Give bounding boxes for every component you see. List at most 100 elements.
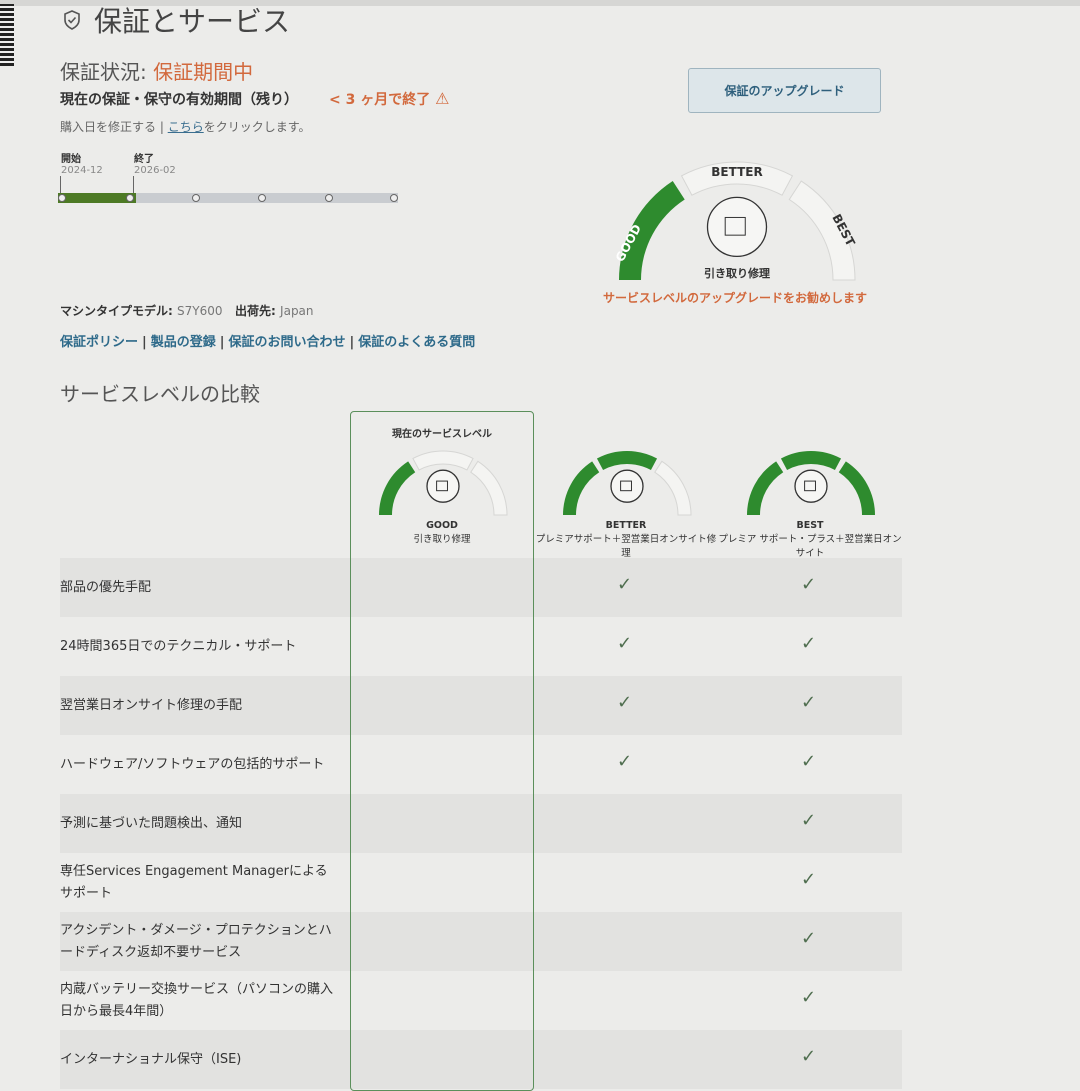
- status-label: 保証状況:: [60, 60, 154, 84]
- check-icon: ✓: [801, 987, 817, 1008]
- start-date: 2024-12: [61, 165, 103, 176]
- table-row: インターナショナル保守（ISE) ✓: [60, 1030, 902, 1089]
- gauge-segment-better: [780, 451, 842, 470]
- column-name: プレミア サポート・プラス＋翌営業日オンサイト: [718, 534, 902, 559]
- end-date: 2026-02: [134, 165, 176, 176]
- qr-code: [0, 4, 14, 66]
- box-icon: [436, 480, 448, 492]
- gauge-segment-good: [379, 461, 416, 515]
- end-label: 終了: [134, 154, 154, 165]
- link-warranty-faq[interactable]: 保証のよくある質問: [358, 335, 476, 350]
- timeline-dot: [390, 194, 398, 202]
- column-name: 引き取り修理: [413, 534, 471, 545]
- feature-label: インターナショナル保守（ISE): [60, 1051, 242, 1067]
- remaining-badge: < 3 ヶ月で終了 ⚠: [329, 89, 449, 109]
- gauge-segment-better: [680, 161, 794, 196]
- gauge-better: [563, 451, 692, 516]
- check-icon: ✓: [801, 869, 817, 890]
- fix-text: 購入日を修正する |: [60, 120, 168, 134]
- feature-label: ハードウェア/ソフトウェアの包括的サポート: [60, 756, 325, 772]
- timeline-dot: [126, 194, 134, 202]
- gauge-segment-best: [470, 460, 508, 516]
- gauge-segment-good: [619, 181, 685, 280]
- gauge-service-label: 引き取り修理: [704, 267, 770, 280]
- check-icon: ✓: [801, 633, 817, 654]
- gauge-segment-best: [838, 461, 875, 515]
- column-name: プレミアサポート＋翌営業日オンサイト修理: [535, 534, 717, 559]
- table-row: 24時間365日でのテクニカル・サポート ✓ ✓: [60, 617, 902, 676]
- link-product-registration[interactable]: 製品の登録: [150, 335, 216, 350]
- ship-label: 出荷先:: [235, 304, 276, 318]
- column-best: BEST プレミア サポート・プラス＋翌営業日オンサイト: [718, 519, 902, 561]
- column-level: GOOD: [426, 520, 458, 531]
- timeline-dot: [192, 194, 200, 202]
- start-marker: 開始 2024-12: [61, 150, 103, 176]
- feature-label: 専任Services Engagement Managerによるサポート: [60, 863, 328, 901]
- end-tick: [133, 176, 134, 194]
- timeline-dot: [58, 194, 66, 202]
- fix-suffix: をクリックします。: [203, 120, 311, 134]
- column-level: BEST: [796, 520, 824, 531]
- machine-type-value: S7Y600: [177, 304, 223, 318]
- warranty-timeline: [58, 193, 398, 203]
- status-value: 保証期間中: [153, 60, 254, 84]
- warranty-links: 保証ポリシー | 製品の登録 | 保証のお問い合わせ | 保証のよくある質問: [60, 335, 476, 350]
- table-row: 専任Services Engagement Managerによるサポート ✓: [60, 853, 902, 912]
- service-icon: [706, 196, 768, 258]
- page-title: 保証とサービス: [62, 0, 290, 40]
- gauge-segment-good: [563, 461, 600, 515]
- gauge-segment-better: [412, 450, 474, 471]
- check-icon: ✓: [801, 692, 817, 713]
- title-text: 保証とサービス: [94, 5, 291, 38]
- check-icon: ✓: [801, 574, 817, 595]
- upgrade-warranty-button[interactable]: 保証のアップグレード: [688, 68, 881, 113]
- link-warranty-policy[interactable]: 保証ポリシー: [60, 335, 139, 350]
- table-row: 内蔵バッテリー交換サービス（パソコンの購入日から最長4年間） ✓: [60, 971, 902, 1030]
- service-icon: [426, 469, 460, 503]
- box-icon: [620, 480, 632, 492]
- check-icon: ✓: [801, 928, 817, 949]
- warning-icon: ⚠: [435, 89, 450, 108]
- start-tick: [60, 176, 61, 194]
- column-good: GOOD 引き取り修理: [350, 519, 534, 547]
- feature-label: 翌営業日オンサイト修理の手配: [60, 697, 243, 713]
- feature-label: 部品の優先手配: [60, 579, 152, 595]
- machine-type-label: マシンタイプモデル:: [60, 304, 173, 318]
- machine-info: マシンタイプモデル: S7Y600 出荷先: Japan: [60, 302, 314, 319]
- gauge-segment-good: [747, 461, 784, 515]
- link-warranty-contact[interactable]: 保証のお問い合わせ: [228, 335, 346, 350]
- check-icon: ✓: [617, 751, 633, 772]
- fix-purchase-date: 購入日を修正する | こちらをクリックします。: [60, 118, 311, 135]
- warranty-status: 保証状況: 保証期間中: [60, 56, 253, 85]
- column-level: BETTER: [605, 520, 647, 531]
- end-marker: 終了 2026-02: [134, 150, 176, 176]
- table-row: 部品の優先手配 ✓ ✓: [60, 558, 902, 617]
- service-icon: [794, 469, 828, 503]
- timeline-dot: [258, 194, 266, 202]
- timeline-fill: [58, 193, 136, 203]
- gauge-good: [379, 450, 508, 516]
- feature-label: 24時間365日でのテクニカル・サポート: [60, 638, 297, 654]
- box-icon: [804, 480, 816, 492]
- fix-link[interactable]: こちら: [167, 120, 204, 134]
- check-icon: ✓: [617, 633, 633, 654]
- timeline-dot: [325, 194, 333, 202]
- feature-label: アクシデント・ダメージ・プロテクションとハードディスク返却不要サービス: [60, 922, 332, 960]
- comparison-title: サービスレベルの比較: [60, 382, 260, 406]
- current-level-header: 現在のサービスレベル: [392, 429, 492, 440]
- top-bar: [0, 0, 1080, 6]
- box-icon: [724, 216, 746, 236]
- table-row: アクシデント・ダメージ・プロテクションとハードディスク返却不要サービス ✓: [60, 912, 902, 971]
- gauge-segment-best: [788, 180, 856, 281]
- ship-value: Japan: [280, 304, 314, 318]
- gauge-label-better: BETTER: [711, 165, 762, 179]
- gauge-segment-best: [654, 460, 692, 516]
- start-label: 開始: [61, 154, 81, 165]
- check-icon: ✓: [801, 751, 817, 772]
- check-icon: ✓: [801, 1046, 817, 1067]
- shield-check-icon: [64, 10, 80, 30]
- table-row: ハードウェア/ソフトウェアの包括的サポート ✓ ✓: [60, 735, 902, 794]
- feature-label: 内蔵バッテリー交換サービス（パソコンの購入日から最長4年間）: [60, 981, 334, 1019]
- gauge-segment-better: [596, 451, 658, 470]
